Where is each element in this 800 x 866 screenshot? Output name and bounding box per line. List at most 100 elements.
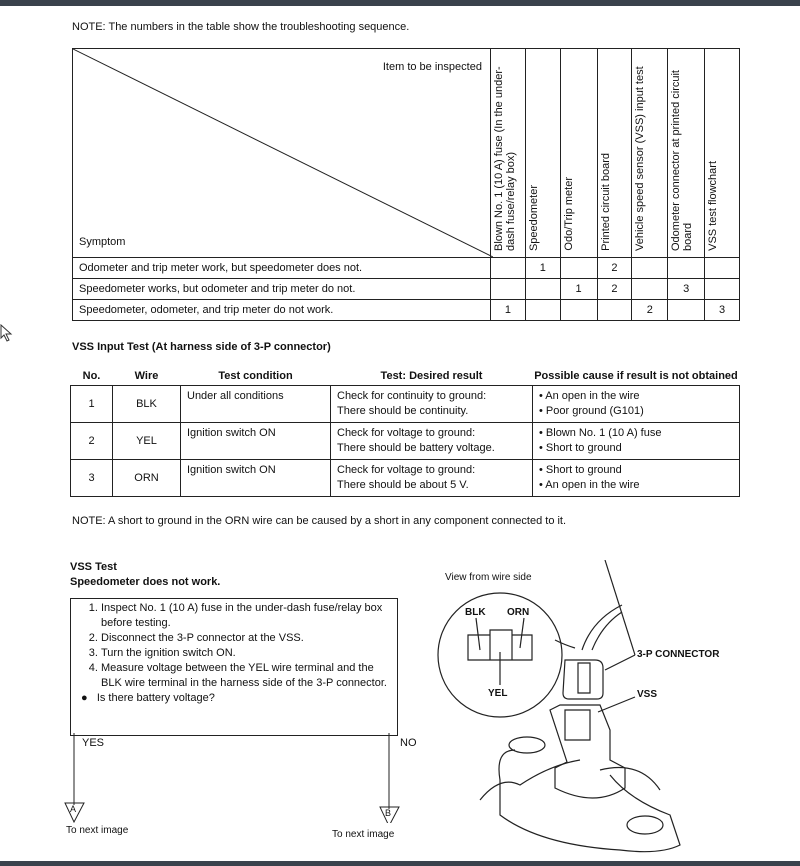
question: ● Is there battery voltage? xyxy=(81,692,215,704)
diagram-caption: View from wire side xyxy=(445,572,532,583)
col-header: No. xyxy=(82,370,101,382)
window-top-bar xyxy=(0,0,800,6)
seq-cell xyxy=(524,278,561,300)
corner-item-label: Item to be inspected xyxy=(382,61,482,73)
step: Inspect No. 1 (10 A) fuse in the under-d… xyxy=(101,601,397,631)
table-row: 3 ORN Ignition switch ON Check for volta… xyxy=(70,459,740,497)
cause-line: • Short to ground xyxy=(539,464,622,476)
troubleshooting-matrix: Item to be inspected Symptom Blown No. 1… xyxy=(72,48,740,321)
cause-line: • Blown No. 1 (10 A) fuse xyxy=(539,427,662,439)
flowchart-branches xyxy=(64,733,400,823)
step: Turn the ignition switch ON. xyxy=(101,646,397,661)
connector-b-label[interactable]: B xyxy=(385,808,392,818)
cause-line: • Short to ground xyxy=(539,442,622,454)
question-text: Is there battery voltage? xyxy=(96,692,215,704)
seq-cell xyxy=(559,299,598,321)
seq-cell: 2 xyxy=(631,299,669,321)
mouse-cursor-icon xyxy=(0,324,13,342)
table-row: 1 BLK Under all conditions Check for con… xyxy=(70,385,740,423)
symptom-cell: Speedometer, odometer, and trip meter do… xyxy=(72,299,491,321)
seq-cell xyxy=(489,278,526,300)
seq-cell: 1 xyxy=(559,278,598,300)
wire-cell: YEL xyxy=(112,422,181,460)
yes-label: YES xyxy=(82,737,105,749)
col-header: Blown No. 1 (10 A) fuse (In the under-da… xyxy=(492,66,517,251)
symptom-cell: Speedometer works, but odometer and trip… xyxy=(72,278,491,300)
note-orn: NOTE: A short to ground in the ORN wire … xyxy=(72,515,567,527)
col-header: Odometer connector at printed circuit bo… xyxy=(670,70,695,251)
seq-cell: 1 xyxy=(489,299,526,321)
condition-cell: Ignition switch ON xyxy=(180,459,331,497)
seq-cell xyxy=(596,299,633,321)
table-row: Speedometer works, but odometer and trip… xyxy=(72,278,740,300)
seq-cell xyxy=(631,278,669,300)
vss-connector-diagram xyxy=(437,560,681,853)
connector-b-triangle xyxy=(379,806,400,823)
corner-symptom-label: Symptom xyxy=(79,236,126,248)
result-line: Check for continuity to ground: xyxy=(337,390,487,402)
col-header: Test: Desired result xyxy=(380,370,483,382)
result-line: There should be continuity. xyxy=(337,405,469,417)
col-header: Test condition xyxy=(218,370,293,382)
wire-cell: BLK xyxy=(112,385,181,423)
seq-cell xyxy=(667,257,706,279)
no-label: NO xyxy=(400,737,417,749)
step: Measure voltage between the YEL wire ter… xyxy=(101,661,397,691)
cause-line: • Poor ground (G101) xyxy=(539,405,644,417)
col-header: Odo/Trip meter xyxy=(562,177,575,251)
col-header: Vehicle speed sensor (VSS) input test xyxy=(634,66,647,251)
condition-cell: Under all conditions xyxy=(180,385,331,423)
connector-label: 3-P CONNECTOR xyxy=(637,649,720,660)
col-header: VSS test flowchart xyxy=(707,161,720,251)
connector-a-triangle xyxy=(64,802,85,823)
col-header: Speedometer xyxy=(527,184,540,251)
no-cell: 1 xyxy=(70,385,113,423)
col-header: Printed circuit board xyxy=(599,153,612,251)
cause-cell: • An open in the wire • Poor ground (G101… xyxy=(532,385,740,423)
vss-test-title: VSS Test xyxy=(70,561,117,573)
vss-input-table: No. Wire Test condition Test: Desired re… xyxy=(70,367,740,497)
result-cell: Check for voltage to ground: There should… xyxy=(330,422,533,460)
seq-cell xyxy=(704,278,740,300)
seq-cell: 2 xyxy=(596,278,633,300)
cause-cell: • Blown No. 1 (10 A) fuse • Short to grou… xyxy=(532,422,740,460)
cause-cell: • Short to ground • An open in the wire xyxy=(532,459,740,497)
orn-label: ORN xyxy=(507,607,530,618)
wire-cell: ORN xyxy=(112,459,181,497)
connector-a-label[interactable]: A xyxy=(70,804,77,814)
next-image-b-link[interactable]: To next image xyxy=(332,829,395,840)
no-cell: 2 xyxy=(70,422,113,460)
cause-line: • An open in the wire xyxy=(539,390,640,402)
vss-input-title: VSS Input Test (At harness side of 3-P c… xyxy=(72,341,331,353)
vss-test-subtitle: Speedometer does not work. xyxy=(70,576,221,588)
yel-label: YEL xyxy=(488,688,508,699)
seq-cell: 1 xyxy=(524,257,561,279)
step: Disconnect the 3-P connector at the VSS. xyxy=(101,631,397,646)
table-row: Speedometer, odometer, and trip meter do… xyxy=(72,299,740,321)
seq-cell xyxy=(524,299,561,321)
result-cell: Check for voltage to ground: There should… xyxy=(330,459,533,497)
seq-cell: 3 xyxy=(667,278,706,300)
seq-cell xyxy=(704,257,740,279)
col-header: Possible cause if result is not obtained xyxy=(534,370,738,382)
seq-cell xyxy=(489,257,526,279)
result-line: There should be about 5 V. xyxy=(337,479,469,491)
seq-cell: 3 xyxy=(704,299,740,321)
corner-diagonal xyxy=(73,49,493,257)
seq-cell xyxy=(667,299,706,321)
col-header: Wire xyxy=(134,370,159,382)
vss-label: VSS xyxy=(637,689,658,700)
note-sequence: NOTE: The numbers in the table show the … xyxy=(72,21,410,33)
flowchart-step-box: Inspect No. 1 (10 A) fuse in the under-d… xyxy=(70,598,398,736)
seq-cell xyxy=(559,257,598,279)
seq-cell xyxy=(631,257,669,279)
condition-cell: Ignition switch ON xyxy=(180,422,331,460)
matrix-corner: Item to be inspected Symptom xyxy=(72,48,493,258)
cause-line: • An open in the wire xyxy=(539,479,640,491)
seq-cell: 2 xyxy=(596,257,633,279)
result-cell: Check for continuity to ground: There sho… xyxy=(330,385,533,423)
next-image-a-link[interactable]: To next image xyxy=(66,825,129,836)
symptom-cell: Odometer and trip meter work, but speedo… xyxy=(72,257,491,279)
result-line: Check for voltage to ground: xyxy=(337,427,476,439)
table-row: Odometer and trip meter work, but speedo… xyxy=(72,257,740,279)
